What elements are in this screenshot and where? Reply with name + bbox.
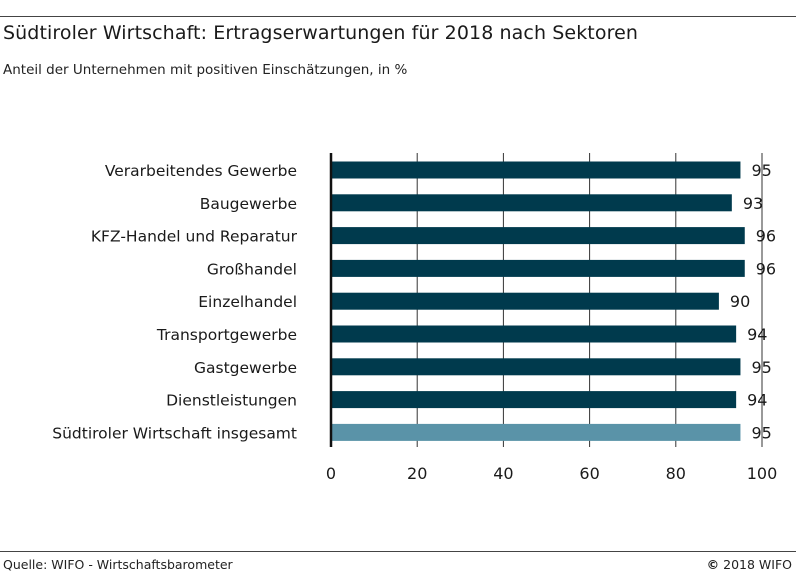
- x-tick-label: 0: [326, 464, 336, 483]
- value-label: 90: [730, 292, 750, 311]
- category-label: Verarbeitendes Gewerbe: [105, 162, 297, 180]
- category-label: Großhandel: [207, 260, 297, 278]
- value-label: 95: [751, 358, 771, 377]
- top-rule: [0, 16, 796, 17]
- copyright-note: © 2018 WIFO: [707, 557, 792, 572]
- category-label: Transportgewerbe: [156, 326, 297, 344]
- bar: [331, 423, 741, 441]
- value-label: 94: [747, 325, 767, 344]
- bar: [331, 292, 719, 310]
- value-label: 95: [751, 161, 771, 180]
- chart-subtitle: Anteil der Unternehmen mit positiven Ein…: [3, 62, 408, 78]
- bar: [331, 325, 737, 343]
- source-note: Quelle: WIFO - Wirtschaftsbarometer: [3, 557, 233, 572]
- bar: [331, 194, 732, 212]
- bar: [331, 358, 741, 376]
- x-tick-label: 20: [407, 464, 427, 483]
- bar: [331, 161, 741, 179]
- category-label: Dienstleistungen: [166, 392, 297, 410]
- x-tick-label: 60: [579, 464, 599, 483]
- value-label: 96: [756, 227, 776, 246]
- category-label: Südtiroler Wirtschaft insgesamt: [52, 424, 297, 442]
- x-tick-label: 40: [493, 464, 513, 483]
- category-label: Baugewerbe: [200, 195, 297, 213]
- chart-title: Südtiroler Wirtschaft: Ertragserwartunge…: [3, 22, 638, 44]
- bar: [331, 391, 737, 409]
- category-label: Gastgewerbe: [194, 359, 297, 377]
- bar: [331, 259, 745, 277]
- x-tick-label: 80: [666, 464, 686, 483]
- bottom-rule: [0, 551, 796, 552]
- value-label: 93: [743, 194, 763, 213]
- category-label: KFZ-Handel und Reparatur: [91, 228, 298, 246]
- value-label: 95: [751, 423, 771, 442]
- bar: [331, 227, 745, 245]
- category-label: Einzelhandel: [198, 293, 297, 311]
- value-label: 96: [756, 259, 776, 278]
- x-tick-label: 100: [747, 464, 778, 483]
- copyright-symbol: ©: [706, 557, 720, 572]
- value-label: 94: [747, 391, 767, 410]
- copyright-text: 2018 WIFO: [723, 557, 792, 572]
